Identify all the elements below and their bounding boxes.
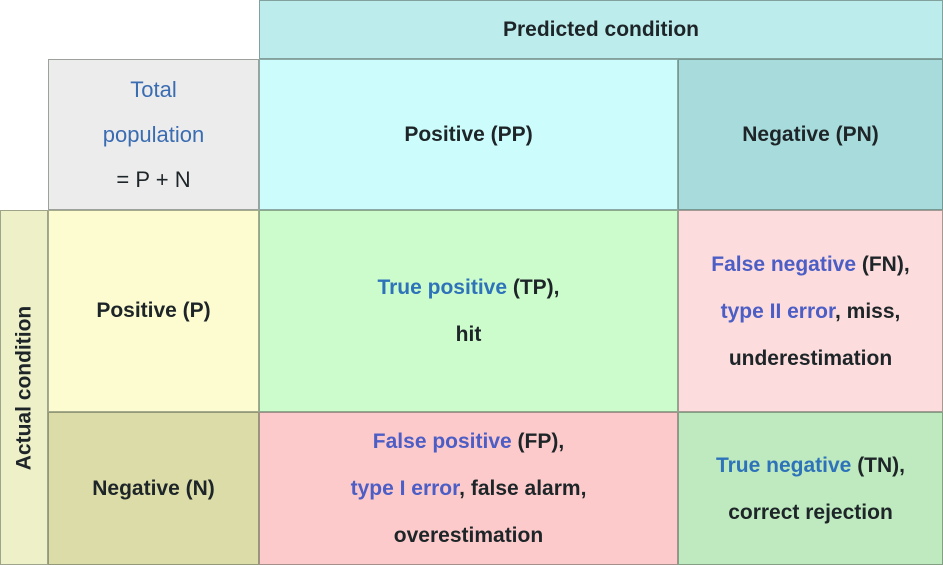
predicted-condition-header: Predicted condition — [259, 0, 943, 59]
actual-condition-header: Actual condition — [0, 210, 48, 565]
false-negative-line1: False negative (FN), — [711, 241, 909, 288]
false-negative-link[interactable]: False negative — [711, 252, 857, 276]
actual-condition-label: Actual condition — [12, 305, 35, 470]
total-population-link-line1: Total — [130, 67, 176, 112]
true-positive-abbr: (TP), — [507, 276, 560, 299]
false-positive-line2: type I error, false alarm, — [351, 465, 587, 512]
false-positive-line1: False positive (FP), — [373, 418, 564, 465]
total-population-link-line2: population — [103, 112, 205, 157]
type-1-error-link[interactable]: type I error — [350, 477, 460, 500]
total-population-link[interactable]: Total — [130, 77, 177, 102]
predicted-positive-header: Positive (PP) — [259, 59, 678, 210]
false-positive-cell: False positive (FP), type I error, false… — [259, 412, 678, 565]
false-negative-line2: type II error, miss, — [721, 288, 901, 335]
total-population-link[interactable]: population — [102, 122, 205, 147]
true-positive-line1: True positive (TP), — [377, 264, 559, 311]
true-negative-line1: True negative (TN), — [716, 442, 905, 489]
false-negative-line3: underestimation — [728, 346, 893, 370]
false-negative-miss: , miss, — [835, 299, 901, 323]
total-population-formula: = P + N — [116, 167, 191, 192]
true-positive-link[interactable]: True positive — [377, 276, 508, 299]
false-negative-abbr: (FN), — [856, 252, 910, 276]
false-negative-cell: False negative (FN), type II error, miss… — [678, 210, 943, 412]
predicted-negative-header: Negative (PN) — [678, 59, 943, 210]
false-positive-false-alarm: , false alarm, — [459, 477, 587, 500]
false-positive-link[interactable]: False positive — [372, 430, 512, 453]
false-positive-abbr: (FP), — [511, 430, 565, 453]
true-negative-line2: correct rejection — [728, 500, 893, 524]
true-positive-line2: hit — [455, 323, 482, 346]
false-positive-line3: overestimation — [393, 524, 544, 547]
actual-positive-header: Positive (P) — [48, 210, 259, 412]
true-negative-link[interactable]: True negative — [715, 453, 852, 477]
true-negative-cell: True negative (TN), correct rejection — [678, 412, 943, 565]
type-2-error-link[interactable]: type II error — [720, 299, 835, 323]
true-positive-cell: True positive (TP), hit — [259, 210, 678, 412]
true-negative-abbr: (TN), — [851, 453, 906, 477]
total-population-cell: Total population = P + N — [48, 59, 259, 210]
actual-negative-header: Negative (N) — [48, 412, 259, 565]
